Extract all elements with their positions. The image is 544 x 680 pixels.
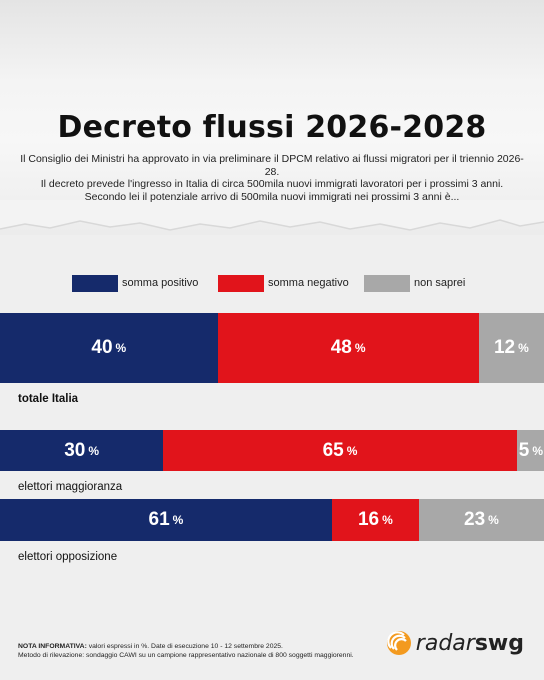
segment-positive: 61%	[0, 499, 332, 541]
legend-item-negative: somma negativo	[218, 273, 349, 293]
segment-positive: 30%	[0, 430, 164, 471]
segment-unsure: 23%	[418, 499, 544, 541]
category-label: elettori opposizione	[18, 551, 118, 563]
data-label-unit: %	[382, 513, 393, 527]
segment-negative: 65%	[163, 430, 517, 471]
logo-text-radar: radar	[415, 630, 475, 656]
legend-item-unsure: non saprei	[364, 273, 465, 293]
radar-swg-logo: radarswg	[386, 630, 524, 656]
data-label: 16	[357, 509, 380, 530]
legend-swatch-unsure	[364, 274, 410, 292]
legend-item-positive: somma positivo	[72, 273, 198, 293]
data-label-unit: %	[488, 513, 499, 527]
method-text: Metodo di rilevazione: sondaggio CAWI su…	[18, 652, 354, 659]
chart-legend: somma positivo somma negativo non saprei	[0, 273, 544, 293]
data-label-unit: %	[532, 443, 544, 458]
data-label: 40	[91, 337, 113, 358]
page-title: Decreto flussi 2026-2028	[57, 110, 487, 145]
legend-label: somma positivo	[122, 277, 199, 289]
segment-unsure: 12%	[478, 313, 544, 383]
category-label: elettori maggioranza	[18, 481, 123, 493]
legend-swatch-negative	[218, 274, 264, 292]
radar-icon	[386, 631, 411, 655]
data-label: 12	[493, 337, 516, 358]
data-label-unit: %	[115, 341, 127, 355]
torn-paper-edge	[0, 200, 544, 231]
segment-negative: 16%	[331, 499, 419, 541]
data-label-unit: %	[518, 341, 529, 355]
note-label: NOTA INFORMATIVA:	[18, 643, 87, 650]
note-text: valori espressi in %. Date di esecuzione…	[86, 643, 283, 650]
data-label-unit: %	[346, 443, 358, 458]
legend-label: non saprei	[414, 277, 466, 289]
data-label: 30	[64, 439, 86, 461]
paper-header-background	[0, 0, 544, 235]
logo-text-swg: swg	[474, 630, 524, 656]
subtitle-line: Secondo lei il potenziale arrivo di 500m…	[84, 190, 460, 203]
legend-swatch-positive	[72, 274, 118, 292]
data-label: 65	[322, 439, 344, 461]
segment-negative: 48%	[217, 313, 479, 383]
category-label: totale Italia	[18, 393, 79, 405]
legend-label: somma negativo	[268, 277, 349, 289]
segment-positive: 40%	[0, 313, 218, 383]
data-label: 5	[518, 439, 530, 461]
data-label: 61	[148, 509, 170, 530]
subtitle-line: Il Consiglio dei Ministri ha approvato i…	[20, 153, 524, 178]
data-label-unit: %	[172, 513, 184, 527]
data-label-unit: %	[354, 341, 366, 355]
data-label-unit: %	[88, 443, 99, 458]
segment-unsure: 5%	[516, 430, 544, 471]
subtitle-line: Il decreto prevede l'ingresso in Italia …	[40, 178, 504, 190]
data-label: 23	[464, 509, 486, 530]
page-subtitle: Il Consiglio dei Ministri ha approvato i…	[20, 153, 524, 203]
data-label: 48	[330, 337, 352, 358]
footnote: NOTA INFORMATIVA: valori espressi in %. …	[18, 642, 354, 660]
